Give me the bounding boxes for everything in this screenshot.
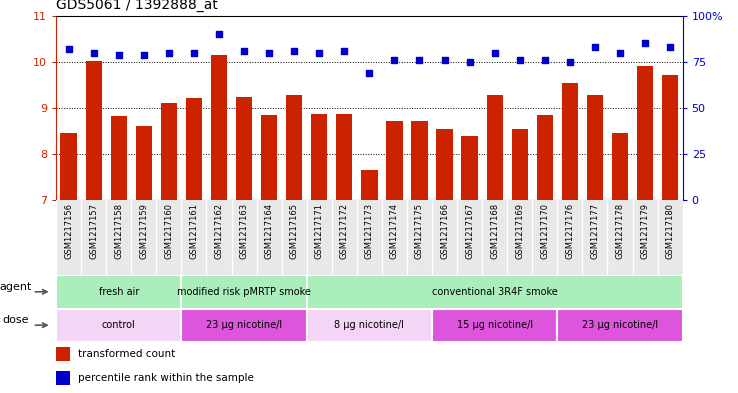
Text: GSM1217176: GSM1217176 [565,203,574,259]
Point [564,59,576,65]
Text: GSM1217156: GSM1217156 [64,203,73,259]
Bar [136,126,152,200]
Text: GSM1217158: GSM1217158 [114,203,123,259]
Bar [662,75,678,200]
Bar [56,347,70,361]
Bar [311,114,328,200]
Point [314,50,325,56]
Text: GSM1217178: GSM1217178 [615,203,624,259]
Text: modified risk pMRTP smoke: modified risk pMRTP smoke [177,287,311,297]
Bar [461,136,477,200]
Text: 8 µg nicotine/l: 8 µg nicotine/l [334,320,404,330]
Text: GSM1217160: GSM1217160 [165,203,173,259]
Text: GSM1217165: GSM1217165 [290,203,299,259]
Text: GSM1217163: GSM1217163 [240,203,249,259]
Bar [511,129,528,200]
Bar [486,95,503,200]
Bar [612,134,628,200]
Text: conventional 3R4F smoke: conventional 3R4F smoke [432,287,557,297]
Text: GSM1217159: GSM1217159 [139,203,148,259]
Bar [56,309,182,342]
Text: GSM1217180: GSM1217180 [666,203,675,259]
Point [113,51,125,58]
Bar [361,171,378,200]
Bar [537,115,553,200]
Text: GDS5061 / 1392888_at: GDS5061 / 1392888_at [56,0,218,12]
Text: GSM1217166: GSM1217166 [440,203,449,259]
Text: 23 µg nicotine/l: 23 µg nicotine/l [582,320,658,330]
Bar [432,309,557,342]
Text: dose: dose [2,315,29,325]
Point [413,57,425,63]
Bar [182,309,307,342]
Text: GSM1217168: GSM1217168 [490,203,499,259]
Bar [307,275,683,309]
Point [339,48,351,54]
Point [388,57,400,63]
Bar [436,129,452,200]
Point [539,57,551,63]
Text: control: control [102,320,136,330]
Bar [637,66,653,200]
Bar [286,95,303,200]
Text: GSM1217172: GSM1217172 [339,203,349,259]
Point [213,31,225,37]
Text: GSM1217173: GSM1217173 [365,203,374,259]
Point [263,50,275,56]
Text: 15 µg nicotine/l: 15 µg nicotine/l [457,320,533,330]
Text: agent: agent [0,282,32,292]
Bar [211,55,227,200]
Text: GSM1217157: GSM1217157 [89,203,98,259]
Point [614,50,626,56]
Bar [56,371,70,385]
Text: GSM1217164: GSM1217164 [265,203,274,259]
Text: GSM1217175: GSM1217175 [415,203,424,259]
Text: GSM1217174: GSM1217174 [390,203,399,259]
Bar [562,83,578,200]
Bar [337,114,353,200]
Bar [86,61,102,200]
Point [639,40,651,46]
Bar [161,103,177,200]
Bar [307,309,432,342]
Text: GSM1217179: GSM1217179 [641,203,649,259]
Bar [557,309,683,342]
Point [88,50,100,56]
Bar [411,121,427,200]
Text: GSM1217170: GSM1217170 [540,203,549,259]
Text: GSM1217171: GSM1217171 [314,203,324,259]
Point [138,51,150,58]
Point [589,44,601,50]
Bar [61,134,77,200]
Point [63,46,75,52]
Point [188,50,200,56]
Bar [261,115,277,200]
Bar [186,98,202,200]
Text: fresh air: fresh air [99,287,139,297]
Point [289,48,300,54]
Text: 23 µg nicotine/l: 23 µg nicotine/l [206,320,282,330]
Point [238,48,250,54]
Text: GSM1217169: GSM1217169 [515,203,524,259]
Bar [182,275,307,309]
Text: GSM1217167: GSM1217167 [465,203,474,259]
Point [364,70,376,76]
Bar [386,121,402,200]
Point [438,57,450,63]
Text: transformed count: transformed count [78,349,175,359]
Point [489,50,500,56]
Bar [587,95,603,200]
Bar [56,275,182,309]
Point [163,50,175,56]
Text: GSM1217177: GSM1217177 [590,203,599,259]
Text: percentile rank within the sample: percentile rank within the sample [78,373,254,384]
Point [463,59,475,65]
Bar [111,116,127,200]
Text: GSM1217161: GSM1217161 [190,203,199,259]
Text: GSM1217162: GSM1217162 [215,203,224,259]
Bar [236,97,252,200]
Point [514,57,525,63]
Point [664,44,676,50]
